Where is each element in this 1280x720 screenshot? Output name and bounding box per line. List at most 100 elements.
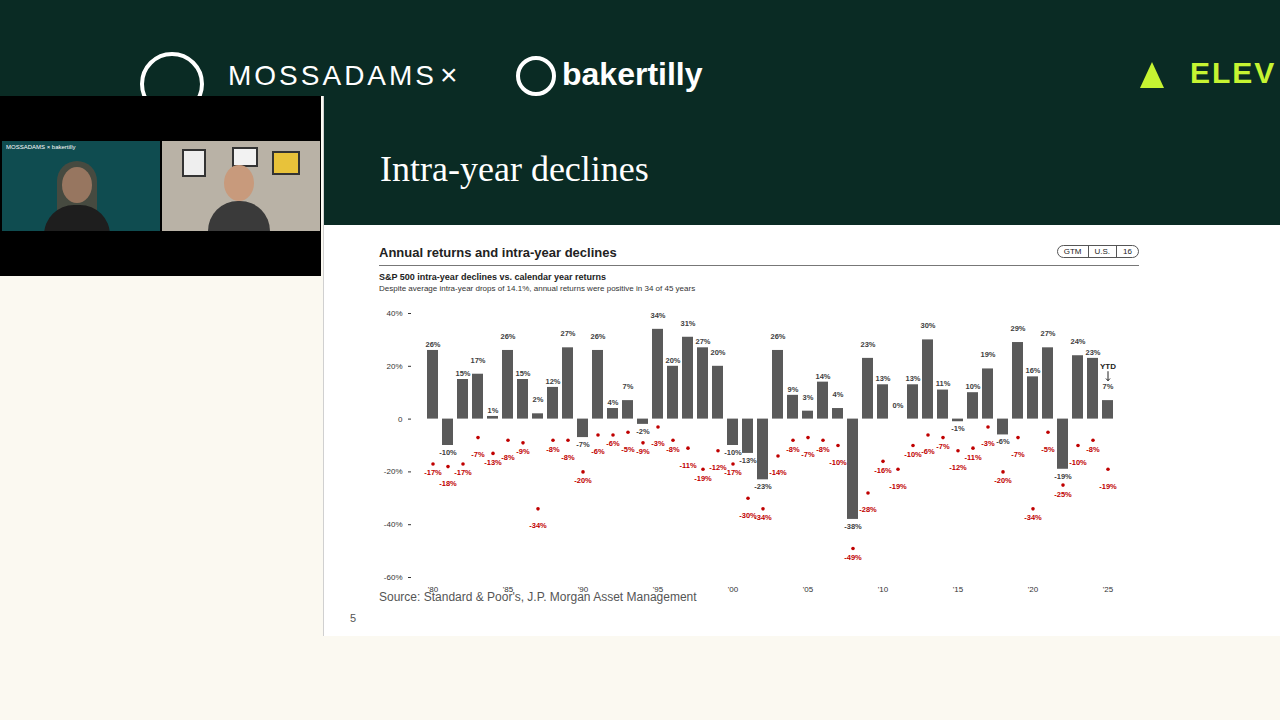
svg-text:20%: 20% <box>386 362 402 371</box>
svg-text:-17%: -17% <box>454 468 472 477</box>
svg-text:-19%: -19% <box>1054 472 1072 481</box>
svg-text:-23%: -23% <box>754 482 772 491</box>
svg-text:'10: '10 <box>878 585 889 594</box>
svg-text:-14%: -14% <box>769 468 787 477</box>
svg-text:-7%: -7% <box>936 442 950 451</box>
svg-text:-17%: -17% <box>724 468 742 477</box>
svg-text:-11%: -11% <box>964 453 981 462</box>
svg-text:24%: 24% <box>1070 337 1085 346</box>
svg-text:-8%: -8% <box>501 453 515 462</box>
svg-text:-5%: -5% <box>1041 445 1055 454</box>
svg-text:27%: 27% <box>560 329 575 338</box>
svg-text:'15: '15 <box>953 585 964 594</box>
svg-text:30%: 30% <box>920 321 935 330</box>
svg-text:13%: 13% <box>905 374 920 383</box>
svg-text:-8%: -8% <box>666 445 680 454</box>
svg-text:-10%: -10% <box>904 450 922 459</box>
svg-text:-34%: -34% <box>754 513 772 522</box>
svg-text:-12%: -12% <box>949 463 967 472</box>
svg-text:-10%: -10% <box>829 458 847 467</box>
svg-text:-9%: -9% <box>516 447 530 456</box>
svg-text:31%: 31% <box>680 319 695 328</box>
svg-text:4%: 4% <box>833 390 844 399</box>
svg-text:26%: 26% <box>590 332 605 341</box>
svg-text:-8%: -8% <box>816 445 830 454</box>
svg-text:-10%: -10% <box>439 448 457 457</box>
svg-text:'00: '00 <box>728 585 739 594</box>
svg-text:YTD: YTD <box>1100 362 1116 371</box>
svg-text:10%: 10% <box>965 382 980 391</box>
svg-text:-7%: -7% <box>801 450 815 459</box>
svg-text:29%: 29% <box>1010 324 1025 333</box>
svg-text:13%: 13% <box>875 374 890 383</box>
svg-text:-9%: -9% <box>636 447 650 456</box>
svg-text:-40%: -40% <box>384 520 403 529</box>
svg-text:19%: 19% <box>980 350 995 359</box>
svg-text:17%: 17% <box>470 356 485 365</box>
svg-text:-16%: -16% <box>874 466 892 475</box>
svg-text:23%: 23% <box>1085 348 1100 357</box>
svg-text:-6%: -6% <box>921 447 935 456</box>
svg-text:-11%: -11% <box>679 461 696 470</box>
svg-text:-8%: -8% <box>786 445 800 454</box>
svg-text:-3%: -3% <box>651 439 665 448</box>
svg-text:12%: 12% <box>545 377 560 386</box>
svg-text:16%: 16% <box>1025 366 1040 375</box>
svg-text:-6%: -6% <box>996 437 1010 446</box>
svg-text:-19%: -19% <box>694 474 712 483</box>
svg-text:23%: 23% <box>860 340 875 349</box>
svg-text:-25%: -25% <box>1054 490 1072 499</box>
svg-text:7%: 7% <box>623 382 634 391</box>
svg-text:'20: '20 <box>1028 585 1039 594</box>
svg-text:1%: 1% <box>488 406 499 415</box>
svg-text:7%: 7% <box>1103 382 1114 391</box>
svg-text:11%: 11% <box>936 379 951 388</box>
svg-text:-13%: -13% <box>484 458 502 467</box>
svg-text:-8%: -8% <box>546 445 560 454</box>
svg-text:2%: 2% <box>533 395 544 404</box>
svg-text:26%: 26% <box>500 332 515 341</box>
svg-text:-2%: -2% <box>636 427 650 436</box>
svg-text:20%: 20% <box>710 348 725 357</box>
svg-text:-6%: -6% <box>591 447 605 456</box>
svg-text:27%: 27% <box>695 337 710 346</box>
svg-text:-34%: -34% <box>529 521 547 530</box>
svg-text:-7%: -7% <box>471 450 485 459</box>
svg-text:-8%: -8% <box>561 453 575 462</box>
svg-text:-20%: -20% <box>994 476 1012 485</box>
svg-text:-17%: -17% <box>424 468 442 477</box>
svg-text:-60%: -60% <box>384 573 403 582</box>
svg-text:'05: '05 <box>803 585 814 594</box>
svg-text:15%: 15% <box>515 369 530 378</box>
svg-text:-12%: -12% <box>709 463 727 472</box>
svg-text:-20%: -20% <box>384 467 403 476</box>
svg-text:9%: 9% <box>788 385 799 394</box>
svg-text:-6%: -6% <box>606 439 620 448</box>
svg-text:-7%: -7% <box>576 440 590 449</box>
svg-text:-8%: -8% <box>1086 445 1100 454</box>
svg-text:40%: 40% <box>386 309 402 318</box>
svg-text:-3%: -3% <box>981 439 995 448</box>
svg-text:34%: 34% <box>650 311 665 320</box>
svg-text:-5%: -5% <box>621 445 635 454</box>
svg-text:20%: 20% <box>665 356 680 365</box>
svg-text:-49%: -49% <box>844 553 862 562</box>
svg-text:-19%: -19% <box>1099 482 1117 491</box>
svg-text:-34%: -34% <box>1024 513 1042 522</box>
svg-text:0: 0 <box>398 415 403 424</box>
svg-text:-20%: -20% <box>574 476 592 485</box>
svg-text:27%: 27% <box>1040 329 1055 338</box>
svg-text:-13%: -13% <box>739 456 757 465</box>
svg-text:-28%: -28% <box>859 505 877 514</box>
svg-text:3%: 3% <box>803 393 814 402</box>
svg-text:-10%: -10% <box>1069 458 1087 467</box>
svg-text:15%: 15% <box>455 369 470 378</box>
svg-text:26%: 26% <box>770 332 785 341</box>
svg-text:26%: 26% <box>425 340 440 349</box>
svg-text:'25: '25 <box>1103 585 1114 594</box>
svg-text:-1%: -1% <box>951 424 965 433</box>
svg-text:-30%: -30% <box>739 511 757 520</box>
svg-text:14%: 14% <box>815 372 830 381</box>
svg-text:-7%: -7% <box>1011 450 1025 459</box>
svg-text:-19%: -19% <box>889 482 907 491</box>
